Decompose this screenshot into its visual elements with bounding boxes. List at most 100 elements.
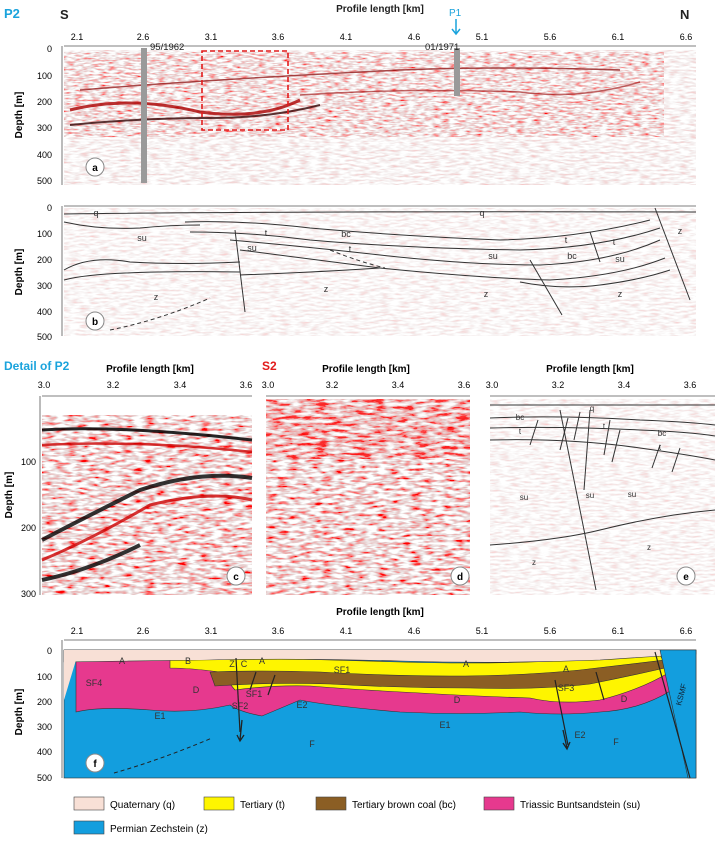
panel-letter: e xyxy=(683,572,689,583)
panel-letter-badge xyxy=(676,566,696,586)
y-tick-label: 200 xyxy=(37,255,52,265)
unit-label: Z xyxy=(229,659,235,669)
legend-swatch xyxy=(315,796,347,811)
y-tick-label: 400 xyxy=(37,747,52,757)
unit-label: F xyxy=(309,739,315,749)
x-ticks: 2.1 2.6 3.1 3.6 4.1 4.6 5.1 5.6 6.1 6.6 xyxy=(71,32,693,42)
unit-label: z xyxy=(532,558,536,567)
unit-label: SF1 xyxy=(246,689,263,699)
x-tick-label: 2.6 xyxy=(137,626,150,636)
x-tick-label: 6.1 xyxy=(612,32,625,42)
x-tick-label: 3.2 xyxy=(326,380,339,390)
x-tick-label: 4.6 xyxy=(408,32,421,42)
x-tick-label: 4.6 xyxy=(408,626,421,636)
x-tick-label: 3.6 xyxy=(272,32,285,42)
legend-swatch xyxy=(73,796,105,811)
unit-label: su xyxy=(615,254,625,264)
x-tick-label: 3.6 xyxy=(684,380,697,390)
x-tick-label: 5.1 xyxy=(476,32,489,42)
seismic-section-d xyxy=(266,399,470,595)
unit-label: t xyxy=(349,244,352,254)
x-tick-label: 3.6 xyxy=(272,626,285,636)
legend-label: Permian Zechstein (z) xyxy=(110,824,208,835)
unit-label: su xyxy=(137,233,147,243)
unit-labels-e: q bc t t bc t su su su z z xyxy=(516,404,666,567)
y-axis-title: Depth [m] xyxy=(14,689,25,736)
x-axis-title: Profile length [km] xyxy=(546,364,634,375)
x-tick-label: 5.1 xyxy=(476,626,489,636)
x-tick-label: 3.0 xyxy=(38,380,51,390)
x-tick-label: 5.6 xyxy=(544,626,557,636)
panel-letter-badge xyxy=(450,566,470,586)
unit-label: q xyxy=(93,208,98,218)
y-tick-label: 200 xyxy=(21,523,36,533)
x-tick-label: 6.6 xyxy=(680,32,693,42)
panel-letter: c xyxy=(233,572,239,583)
legend: Quaternary (q) Tertiary (t) Tertiary bro… xyxy=(73,796,640,835)
profile-label-p2: P2 xyxy=(4,6,20,21)
unit-label: su xyxy=(520,493,528,502)
y-tick-label: 100 xyxy=(37,672,52,682)
y-tick-label: 0 xyxy=(47,44,52,54)
detail-box xyxy=(201,50,289,131)
panel-f: Profile length [km] 2.1 2.6 3.1 3.6 4.1 … xyxy=(14,607,697,783)
x-tick-label: 3.2 xyxy=(107,380,120,390)
unit-label: q xyxy=(590,404,594,413)
unit-label: t xyxy=(659,443,662,452)
unit-label: A xyxy=(563,664,569,674)
panel-letter-badge xyxy=(85,753,105,773)
unit-label: D xyxy=(454,695,461,705)
unit-label: E2 xyxy=(574,730,585,740)
x-tick-label: 3.4 xyxy=(618,380,631,390)
x-tick-label: 2.1 xyxy=(71,32,84,42)
unit-label: C xyxy=(241,659,248,669)
unit-label: su xyxy=(247,243,257,253)
legend-item-zechstein: Permian Zechstein (z) xyxy=(73,820,208,835)
unit-label: t xyxy=(613,237,616,247)
legend-item-buntsandstein: Triassic Buntsandstein (su) xyxy=(483,796,640,811)
seismic-section-c xyxy=(41,415,253,595)
unit-label: t xyxy=(603,422,606,431)
y-tick-label: 400 xyxy=(37,150,52,160)
y-axis-title: Depth [m] xyxy=(4,472,15,519)
unit-label: z xyxy=(618,289,623,299)
unit-label: SF4 xyxy=(86,678,103,688)
interpretation-lines-e xyxy=(489,404,716,591)
slip-arrow-icon xyxy=(236,719,245,743)
legend-label: Triassic Buntsandstein (su) xyxy=(520,800,640,811)
north-label: N xyxy=(680,7,689,22)
unit-label: bc xyxy=(567,251,577,261)
interpretation-lines-b xyxy=(63,207,697,331)
y-tick-label: 100 xyxy=(37,71,52,81)
unit-label: su xyxy=(488,251,498,261)
unit-label: SF3 xyxy=(558,683,575,693)
x-tick-label: 3.6 xyxy=(240,380,253,390)
legend-label: Tertiary brown coal (bc) xyxy=(352,800,456,811)
panel-d: S2 Profile length [km] 3.0 3.2 3.4 3.6 d xyxy=(262,359,470,595)
y-tick-label: 200 xyxy=(37,97,52,107)
y-tick-label: 0 xyxy=(47,203,52,213)
x-tick-label: 6.6 xyxy=(680,626,693,636)
unit-labels-f: A B A A A SF1 SF4 D SF1 SF3 D D E1 E2 E1 E2 F F Z C SF2 xyxy=(86,656,628,749)
y-tick-label: 300 xyxy=(21,589,36,599)
y-tick-label: 400 xyxy=(37,307,52,317)
unit-label: q xyxy=(479,208,484,218)
unit-label: z xyxy=(154,292,159,302)
unit-label: su xyxy=(586,491,594,500)
legend-swatch xyxy=(73,820,105,835)
y-tick-label: 500 xyxy=(37,176,52,186)
unit-label: E1 xyxy=(154,711,165,721)
legend-swatch xyxy=(203,796,235,811)
x-axis-title: Profile length [km] xyxy=(336,607,424,618)
y-tick-label: 500 xyxy=(37,332,52,342)
y-axis-c: 100 200 300 Depth [m] xyxy=(4,396,41,599)
unit-label: B xyxy=(185,656,191,666)
legend-item-tertiary: Tertiary (t) xyxy=(203,796,285,811)
y-tick-label: 100 xyxy=(21,457,36,467)
panel-letter-badge xyxy=(85,311,105,331)
x-tick-label: 5.6 xyxy=(544,32,557,42)
panel-title: S2 xyxy=(262,359,277,373)
well-95-1962-marker xyxy=(141,48,147,183)
unit-label: z xyxy=(324,284,329,294)
